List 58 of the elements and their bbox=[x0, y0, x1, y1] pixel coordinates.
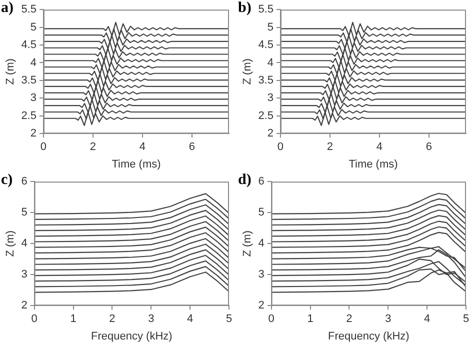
x-tick-label: 6 bbox=[188, 141, 195, 154]
y-tick-label: 6 bbox=[21, 176, 28, 188]
chart-title: d) bbox=[238, 172, 252, 189]
y-tick-label: 2 bbox=[30, 128, 36, 140]
y-tick-label: 4 bbox=[267, 56, 274, 69]
y-axis-title: Z (m) bbox=[242, 58, 254, 85]
x-tick-label: 0 bbox=[40, 141, 47, 154]
x-tick-label: 5 bbox=[226, 313, 232, 326]
x-tick-label: 0 bbox=[31, 313, 38, 326]
x-tick-label: 0 bbox=[268, 313, 274, 326]
y-tick-label: 4.5 bbox=[21, 39, 36, 52]
y-tick-label: 4 bbox=[30, 56, 36, 69]
y-tick-label: 5 bbox=[30, 21, 36, 34]
x-tick-label: 2 bbox=[90, 141, 96, 154]
y-tick-label: 3 bbox=[30, 92, 36, 104]
y-tick-label: 4 bbox=[21, 238, 28, 250]
x-tick-label: 1 bbox=[307, 313, 314, 326]
y-tick-label: 2 bbox=[258, 300, 264, 312]
y-tick-label: 3.5 bbox=[258, 74, 274, 86]
y-tick-label: 3 bbox=[21, 268, 28, 281]
x-tick-label: 2 bbox=[346, 313, 352, 326]
x-axis-title: Time (ms) bbox=[112, 158, 161, 170]
y-tick-label: 6 bbox=[258, 176, 264, 188]
x-tick-label: 4 bbox=[424, 313, 430, 326]
chart-title: c) bbox=[1, 172, 13, 189]
y-tick-label: 2 bbox=[21, 300, 28, 312]
chart-title: a) bbox=[1, 0, 14, 17]
y-axis-title: Z (m) bbox=[242, 230, 254, 257]
y-tick-label: 4.5 bbox=[258, 39, 274, 52]
x-tick-label: 5 bbox=[462, 313, 470, 326]
x-tick-label: 3 bbox=[148, 313, 154, 326]
chart-title: b) bbox=[238, 0, 252, 17]
y-tick-label: 4 bbox=[258, 238, 264, 250]
x-tick-label: 2 bbox=[109, 313, 116, 326]
y-tick-label: 2.5 bbox=[21, 110, 36, 122]
y-tick-label: 5 bbox=[267, 21, 274, 34]
x-tick-label: 1 bbox=[70, 313, 76, 326]
x-tick-label: 4 bbox=[187, 313, 194, 326]
y-tick-label: 3 bbox=[267, 92, 274, 104]
x-tick-label: 6 bbox=[426, 141, 432, 154]
x-tick-label: 3 bbox=[385, 313, 392, 326]
x-axis-title: Frequency (kHz) bbox=[328, 330, 410, 342]
x-tick-label: 4 bbox=[376, 141, 382, 154]
x-tick-label: 4 bbox=[139, 141, 146, 154]
y-tick-label: 3 bbox=[258, 268, 264, 281]
y-tick-label: 2.5 bbox=[258, 110, 274, 122]
x-axis-title: Frequency (kHz) bbox=[91, 330, 172, 342]
y-tick-label: 3.5 bbox=[21, 74, 36, 86]
x-tick-label: 0 bbox=[277, 141, 284, 154]
x-axis-title: Time (ms) bbox=[348, 158, 398, 170]
y-axis-title: Z (m) bbox=[4, 58, 17, 85]
y-tick-label: 5 bbox=[258, 206, 264, 219]
y-tick-label: 5.5 bbox=[258, 4, 274, 16]
y-tick-label: 5 bbox=[21, 206, 28, 219]
y-tick-label: 5.5 bbox=[21, 4, 36, 16]
y-tick-label: 2 bbox=[267, 128, 274, 140]
y-axis-title: Z (m) bbox=[4, 230, 17, 257]
x-tick-label: 2 bbox=[326, 141, 334, 154]
